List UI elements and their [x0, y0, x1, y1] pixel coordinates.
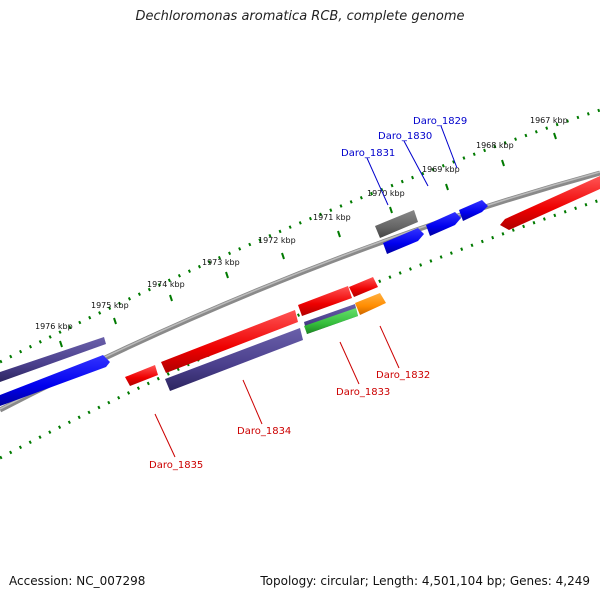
- tick-label: 1971 kbp: [313, 213, 351, 222]
- label-leaders: [154, 125, 458, 458]
- cds-feature[interactable]: [459, 200, 488, 221]
- tick-label: 1970 kbp: [367, 189, 405, 198]
- reverse-cds-track: [125, 277, 386, 391]
- gene-label-daro-1829[interactable]: Daro_1829: [413, 116, 467, 127]
- tick-label: 1968 kbp: [476, 141, 514, 150]
- cds-feature[interactable]: [375, 210, 418, 238]
- cds-feature[interactable]: [0, 355, 110, 406]
- tick-label: 1969 kbp: [422, 165, 460, 174]
- cds-feature[interactable]: [298, 286, 352, 316]
- accession-text: Accession: NC_007298: [9, 574, 146, 588]
- cds-feature[interactable]: [161, 310, 298, 373]
- gene-label-daro-1832[interactable]: Daro_1832: [376, 370, 430, 381]
- genome-backbone: [0, 170, 600, 413]
- tick-label: 1974 kbp: [147, 280, 185, 289]
- tick-label: 1973 kbp: [202, 258, 240, 267]
- gene-label-daro-1833[interactable]: Daro_1833: [336, 387, 390, 398]
- tick-labels: 1976 kbp 1975 kbp 1974 kbp 1973 kbp 1972…: [35, 116, 568, 331]
- tick-label: 1972 kbp: [258, 236, 296, 245]
- gene-label-daro-1831[interactable]: Daro_1831: [341, 148, 395, 159]
- cds-feature[interactable]: [383, 228, 424, 254]
- cds-feature[interactable]: [0, 337, 106, 382]
- gene-label-daro-1835[interactable]: Daro_1835: [149, 460, 203, 471]
- genome-backbone-highlight: [0, 171, 600, 410]
- cds-feature[interactable]: [355, 293, 386, 315]
- gene-label-daro-1834[interactable]: Daro_1834: [237, 426, 291, 437]
- gene-label-daro-1830[interactable]: Daro_1830: [378, 131, 432, 142]
- cds-feature[interactable]: [349, 277, 378, 297]
- genome-summary-text: Topology: circular; Length: 4,501,104 bp…: [260, 574, 590, 588]
- tick-label: 1976 kbp: [35, 322, 73, 331]
- gene-labels: Daro_1829 Daro_1830 Daro_1831 Daro_1832 …: [149, 116, 467, 471]
- cds-feature[interactable]: [304, 308, 358, 334]
- tick-label: 1975 kbp: [91, 301, 129, 310]
- forward-cds-track: [0, 176, 600, 406]
- cds-feature[interactable]: [125, 365, 158, 386]
- tick-label: 1967 kbp: [530, 116, 568, 125]
- outer-tick-ring: [0, 108, 600, 364]
- cds-feature[interactable]: [165, 328, 303, 391]
- cds-feature[interactable]: [500, 176, 600, 230]
- tick-marks: [59, 132, 557, 348]
- cds-feature[interactable]: [426, 212, 461, 236]
- map-title: Dechloromonas aromatica RCB, complete ge…: [135, 9, 465, 24]
